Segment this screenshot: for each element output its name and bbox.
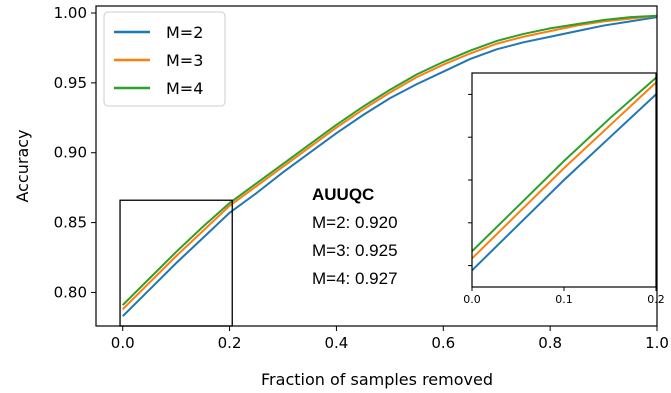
- inset-lines: [472, 77, 656, 272]
- inset-x-tick-label: 0.2: [647, 293, 665, 306]
- series-line-m4: [122, 14, 658, 306]
- inset-series-line-m4: [472, 77, 656, 253]
- legend-label-m2: M=2: [166, 23, 203, 42]
- y-tick-label: 0.90: [54, 144, 87, 162]
- inset-x-tick-label: 0.0: [463, 293, 481, 306]
- legend: M=2 M=3 M=4: [103, 11, 226, 107]
- x-tick-label: 0.6: [431, 334, 455, 352]
- main-ticks: 0.0 0.2 0.4 0.6 0.8 1.0 0.80 0.85 0.90 0.95 1.00: [54, 4, 669, 352]
- y-tick-label: 0.95: [54, 74, 87, 92]
- inset-series-line-m2: [472, 93, 656, 272]
- inset-x-tick-label: 0.1: [555, 293, 573, 306]
- x-tick-label: 1.0: [645, 334, 669, 352]
- legend-label-m4: M=4: [166, 79, 203, 98]
- x-tick-label: 0.0: [111, 334, 135, 352]
- auuqc-title: AUUQC: [312, 185, 374, 204]
- auuqc-annotation: AUUQC M=2: 0.920 M=3: 0.925 M=4: 0.927: [312, 185, 398, 288]
- auuqc-line-m4: M=4: 0.927: [312, 269, 398, 288]
- x-tick-label: 0.2: [218, 334, 242, 352]
- plot-frame: [95, 5, 658, 327]
- series-line-m3: [122, 14, 658, 310]
- legend-box: [103, 11, 226, 107]
- main-lines: [122, 14, 658, 317]
- auuqc-line-m2: M=2: 0.920: [312, 213, 398, 232]
- inset-frame: [471, 72, 657, 288]
- x-tick-label: 0.4: [324, 334, 348, 352]
- y-tick-label: 0.85: [54, 214, 87, 232]
- y-tick-label: 0.80: [54, 283, 87, 301]
- x-axis-label: Fraction of samples removed: [261, 370, 493, 389]
- y-axis-label: Accuracy: [13, 129, 32, 202]
- legend-label-m3: M=3: [166, 51, 203, 70]
- inset-plot: 0.0 0.1 0.2: [463, 72, 665, 306]
- series-line-m2: [122, 16, 658, 317]
- inset-ticks: 0.0 0.1 0.2: [463, 93, 665, 306]
- auuqc-line-m3: M=3: 0.925: [312, 241, 398, 260]
- x-tick-label: 0.8: [538, 334, 562, 352]
- y-tick-label: 1.00: [54, 4, 87, 22]
- inset-series-line-m3: [472, 81, 656, 260]
